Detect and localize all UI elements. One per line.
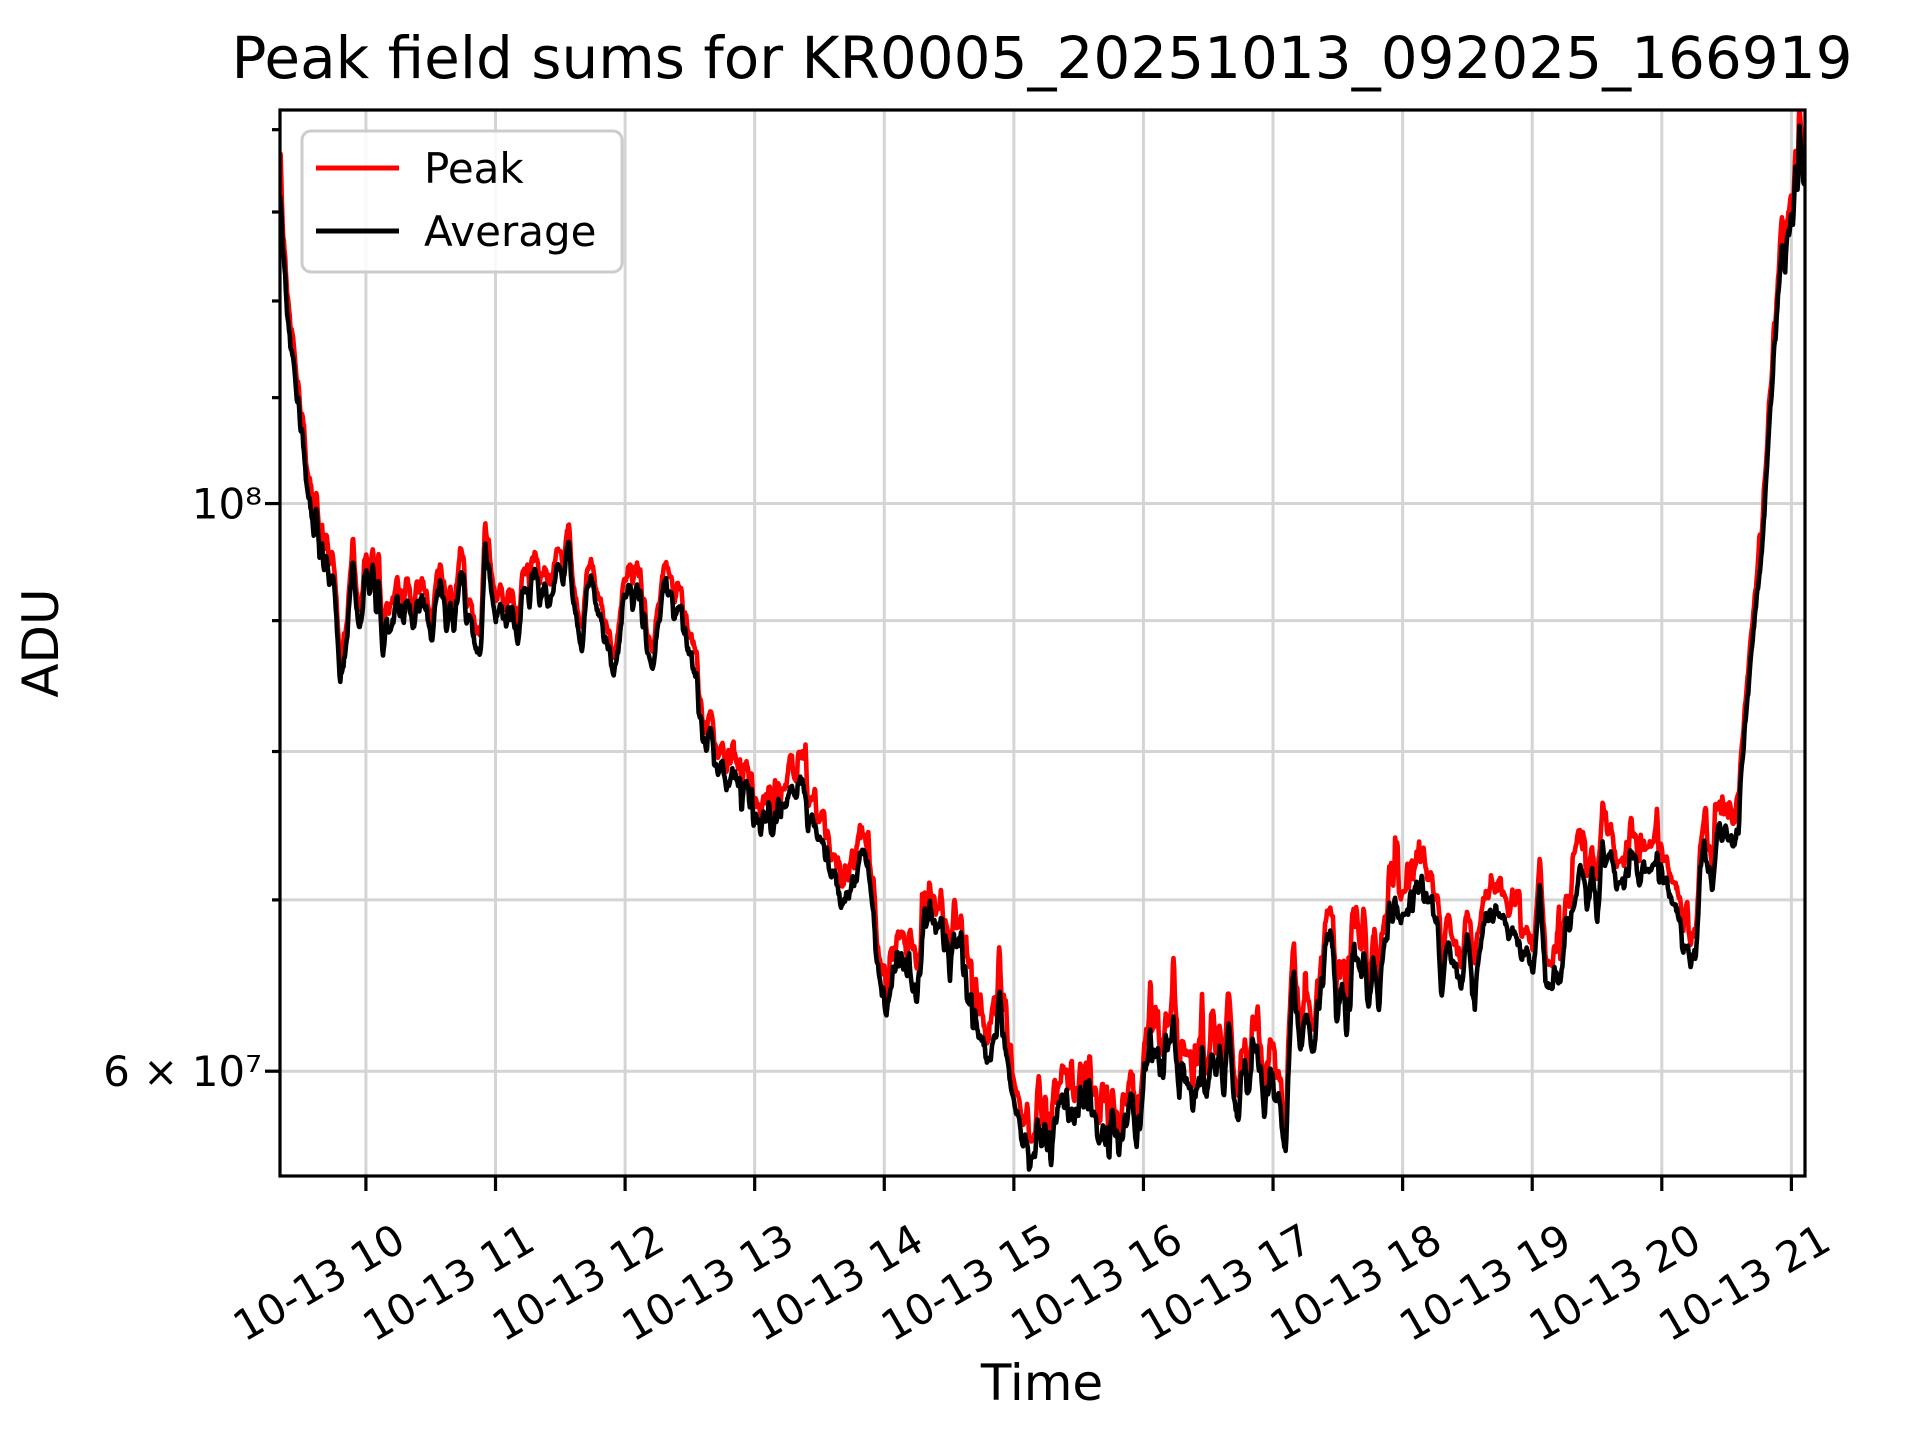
legend-item-average: Average: [316, 207, 596, 256]
legend-label-average: Average: [424, 207, 596, 256]
series-line-average: [281, 123, 1804, 1172]
grid-lines: [280, 110, 1805, 1176]
y-tick-labels: 10⁸ 6 × 10⁷: [103, 480, 262, 1097]
axes-frame: [278, 108, 1807, 1178]
plot-area: [280, 110, 1805, 1176]
axis-ticks: [265, 128, 1793, 1191]
legend: Peak Average: [300, 129, 624, 274]
x-axis-label: Time: [980, 1354, 1103, 1412]
y-axis-label: ADU: [12, 588, 70, 697]
legend-label-peak: Peak: [424, 144, 524, 193]
series-line-peak: [281, 111, 1804, 1144]
y-tick-label: 10⁸: [192, 480, 262, 529]
chart-title: Peak field sums for KR0005_20251013_0920…: [231, 24, 1852, 92]
legend-item-peak: Peak: [316, 144, 524, 193]
y-tick-label: 6 × 10⁷: [103, 1047, 262, 1096]
